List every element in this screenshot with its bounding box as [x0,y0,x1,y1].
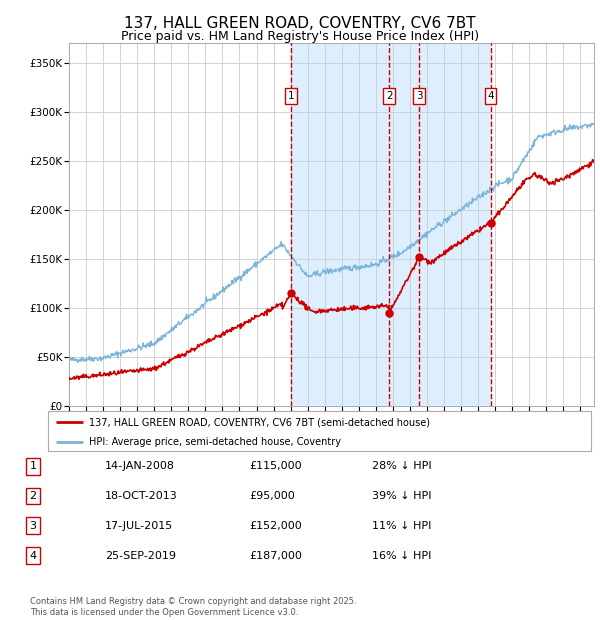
Text: 39% ↓ HPI: 39% ↓ HPI [372,491,431,501]
Text: 17-JUL-2015: 17-JUL-2015 [105,521,173,531]
Text: Price paid vs. HM Land Registry's House Price Index (HPI): Price paid vs. HM Land Registry's House … [121,30,479,43]
Text: 11% ↓ HPI: 11% ↓ HPI [372,521,431,531]
Text: 137, HALL GREEN ROAD, COVENTRY, CV6 7BT (semi-detached house): 137, HALL GREEN ROAD, COVENTRY, CV6 7BT … [89,417,430,427]
FancyBboxPatch shape [48,411,591,451]
Text: £95,000: £95,000 [249,491,295,501]
Text: 1: 1 [29,461,37,471]
Text: 28% ↓ HPI: 28% ↓ HPI [372,461,431,471]
Text: 1: 1 [288,91,295,101]
Text: 4: 4 [29,551,37,560]
Bar [291,43,491,406]
Text: 16% ↓ HPI: 16% ↓ HPI [372,551,431,560]
Text: £152,000: £152,000 [249,521,302,531]
Text: HPI: Average price, semi-detached house, Coventry: HPI: Average price, semi-detached house,… [89,436,341,446]
Text: £187,000: £187,000 [249,551,302,560]
Text: 18-OCT-2013: 18-OCT-2013 [105,491,178,501]
Text: £115,000: £115,000 [249,461,302,471]
Text: 137, HALL GREEN ROAD, COVENTRY, CV6 7BT: 137, HALL GREEN ROAD, COVENTRY, CV6 7BT [124,16,476,31]
Text: 25-SEP-2019: 25-SEP-2019 [105,551,176,560]
Text: Contains HM Land Registry data © Crown copyright and database right 2025.
This d: Contains HM Land Registry data © Crown c… [30,598,356,617]
Text: 2: 2 [386,91,392,101]
Text: 3: 3 [416,91,422,101]
Text: 2: 2 [29,491,37,501]
Text: 4: 4 [487,91,494,101]
Text: 14-JAN-2008: 14-JAN-2008 [105,461,175,471]
Text: 3: 3 [29,521,37,531]
